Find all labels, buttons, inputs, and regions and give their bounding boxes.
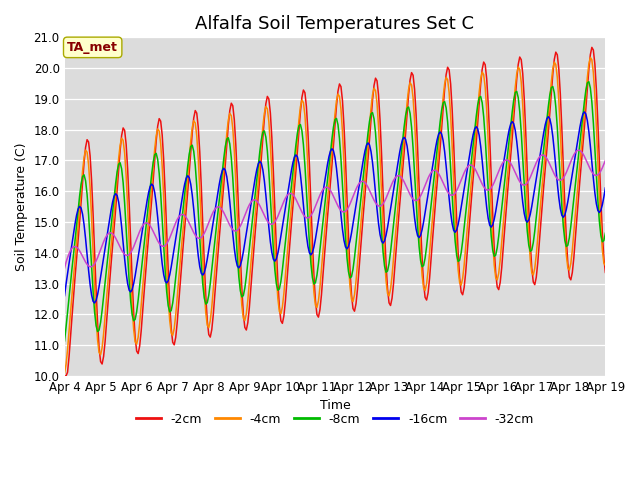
X-axis label: Time: Time [319,399,350,412]
Title: Alfalfa Soil Temperatures Set C: Alfalfa Soil Temperatures Set C [195,15,474,33]
Legend: -2cm, -4cm, -8cm, -16cm, -32cm: -2cm, -4cm, -8cm, -16cm, -32cm [131,408,539,431]
Text: TA_met: TA_met [67,41,118,54]
Y-axis label: Soil Temperature (C): Soil Temperature (C) [15,143,28,271]
